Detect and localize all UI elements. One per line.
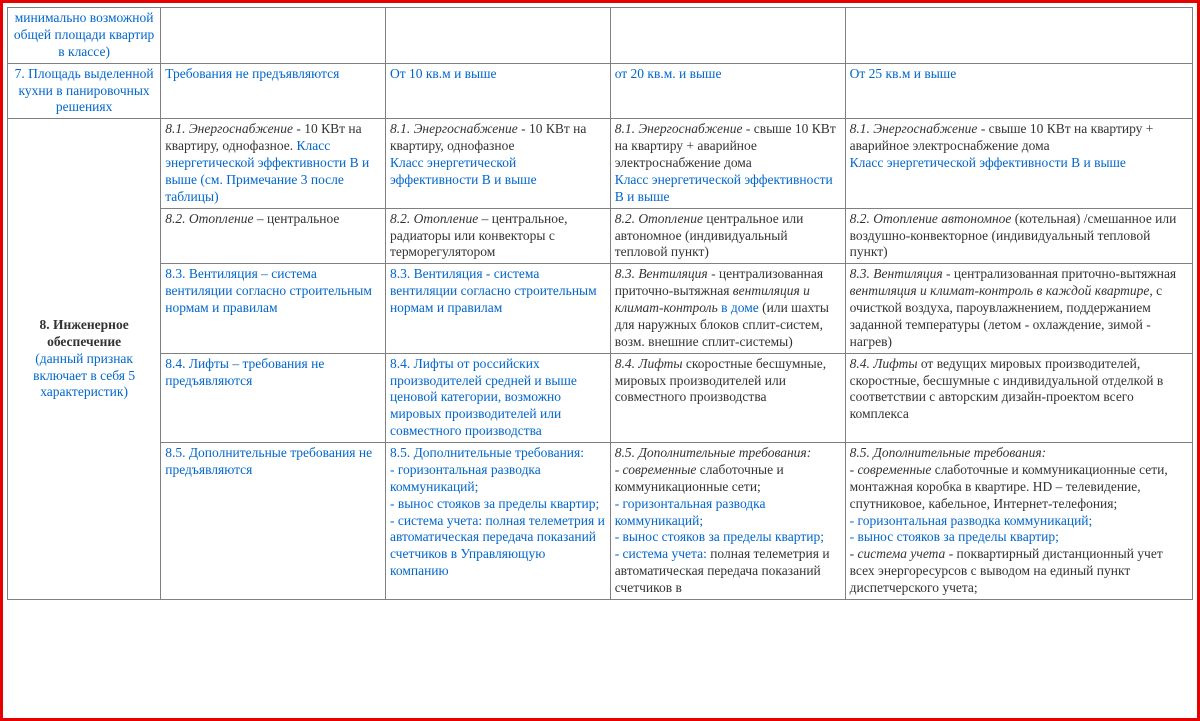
cell: 8.4. Лифты – требования не предъявляются — [161, 353, 386, 442]
text: 8.4. Лифты — [615, 356, 683, 371]
cell: 8.2. Отопление автономное (котельная) /с… — [845, 208, 1192, 264]
cell: 8.2. Отопление центральное или автономно… — [610, 208, 845, 264]
text: 8.5. Дополнительные требования: — [850, 445, 1047, 460]
document-page: минимально возможной общей площади кварт… — [0, 0, 1200, 721]
standards-table: минимально возможной общей площади кварт… — [7, 7, 1193, 600]
cell: 8.5. Дополнительные требования не предъя… — [161, 443, 386, 600]
text: 8.3. Вентиляция — [615, 266, 708, 281]
section-subtitle: (данный признак включает в себя 5 характ… — [33, 351, 135, 400]
cell: 8.5. Дополнительные требования: - соврем… — [845, 443, 1192, 600]
cell — [845, 8, 1192, 64]
section-title: 8. Инженерное обеспечение — [40, 317, 129, 349]
cell: 8.5. Дополнительные требования: - соврем… — [610, 443, 845, 600]
cell: 8.1. Энергоснабжение - 10 КВт на квартир… — [161, 119, 386, 208]
table-row: 8.3. Вентиляция – система вентиляции сог… — [8, 264, 1193, 353]
text: - система учета: полная телеметрия и авт… — [390, 513, 605, 579]
text: Класс энергетической эффективности В и в… — [850, 155, 1126, 170]
text: - вынос стояков за пределы квартир; — [850, 529, 1059, 544]
text: - централизованная приточно-вытяжная — [943, 266, 1177, 281]
text: - вынос стояков за пределы квартир; — [615, 529, 824, 544]
text: 8.3. Вентиляция — [850, 266, 943, 281]
cell: 8.1. Энергоснабжение - свыше 10 КВт на к… — [845, 119, 1192, 208]
text: - горизонтальная разводка коммуникаций; — [390, 462, 541, 494]
text: - система учета — [850, 546, 946, 561]
cell: 8.2. Отопление – центральное — [161, 208, 386, 264]
text: 8.4. Лифты — [850, 356, 918, 371]
text: Класс энергетической эффективности В и в… — [390, 155, 537, 187]
text: - современные — [850, 462, 932, 477]
cell: 8.2. Отопление – центральное, радиаторы … — [385, 208, 610, 264]
text: Класс энергетической эффективности В и в… — [615, 172, 833, 204]
text: 8.1. Энергоснабжение — [615, 121, 743, 136]
table-row: 8.4. Лифты – требования не предъявляются… — [8, 353, 1193, 442]
text: 8.1. Энергоснабжение — [850, 121, 978, 136]
cell: от 20 кв.м. и выше — [610, 63, 845, 119]
cell: 8.4. Лифты скоростные бесшумные, мировых… — [610, 353, 845, 442]
text: 8.1. Энергоснабжение — [165, 121, 293, 136]
text: - горизонтальная разводка коммуникаций; — [615, 496, 766, 528]
cell: 8.3. Вентиляция – система вентиляции сог… — [161, 264, 386, 353]
cell: От 10 кв.м и выше — [385, 63, 610, 119]
cell: 8.3. Вентиляция - централизованная прито… — [845, 264, 1192, 353]
table-row: 8. Инженерное обеспечение (данный призна… — [8, 119, 1193, 208]
cell: 8.1. Энергоснабжение - 10 КВт на квартир… — [385, 119, 610, 208]
cell: 8.1. Энергоснабжение - свыше 10 КВт на к… — [610, 119, 845, 208]
text: 8.2. Отопление автономное — [850, 211, 1012, 226]
table-row: 8.5. Дополнительные требования не предъя… — [8, 443, 1193, 600]
section-header: 8. Инженерное обеспечение (данный призна… — [8, 119, 161, 600]
cell: 8.3. Вентиляция - система вентиляции сог… — [385, 264, 610, 353]
cell: 8.4. Лифты от российских производителей … — [385, 353, 610, 442]
cell: 8.5. Дополнительные требования: - горизо… — [385, 443, 610, 600]
text: 8.5. Дополнительные требования: — [390, 445, 584, 460]
row-header: 7. Площадь выделенной кухни в панировочн… — [8, 63, 161, 119]
cell: От 25 кв.м и выше — [845, 63, 1192, 119]
text: в доме — [718, 300, 759, 315]
table-row: минимально возможной общей площади кварт… — [8, 8, 1193, 64]
text: - современные — [615, 462, 697, 477]
cell — [610, 8, 845, 64]
cell: Требования не предъявляются — [161, 63, 386, 119]
text: 8.5. Дополнительные требования: — [615, 445, 812, 460]
text: 8.1. Энергоснабжение — [390, 121, 518, 136]
text: 8.2. Отопление — [390, 211, 478, 226]
text: – центральное — [254, 211, 340, 226]
cell — [385, 8, 610, 64]
cell — [161, 8, 386, 64]
table-row: 7. Площадь выделенной кухни в панировочн… — [8, 63, 1193, 119]
table-row: 8.2. Отопление – центральное 8.2. Отопле… — [8, 208, 1193, 264]
text: - вынос стояков за пределы квартир; — [390, 496, 599, 511]
text: 8.2. Отопление — [165, 211, 253, 226]
text: вентиляция и климат-контроль в каждой кв… — [850, 283, 1150, 298]
row-header: минимально возможной общей площади кварт… — [8, 8, 161, 64]
cell: 8.4. Лифты от ведущих мировых производит… — [845, 353, 1192, 442]
text: 8.2. Отопление — [615, 211, 703, 226]
cell: 8.3. Вентиляция - централизованная прито… — [610, 264, 845, 353]
text: - система учета: — [615, 546, 707, 561]
text: - горизонтальная разводка коммуникаций; — [850, 513, 1093, 528]
